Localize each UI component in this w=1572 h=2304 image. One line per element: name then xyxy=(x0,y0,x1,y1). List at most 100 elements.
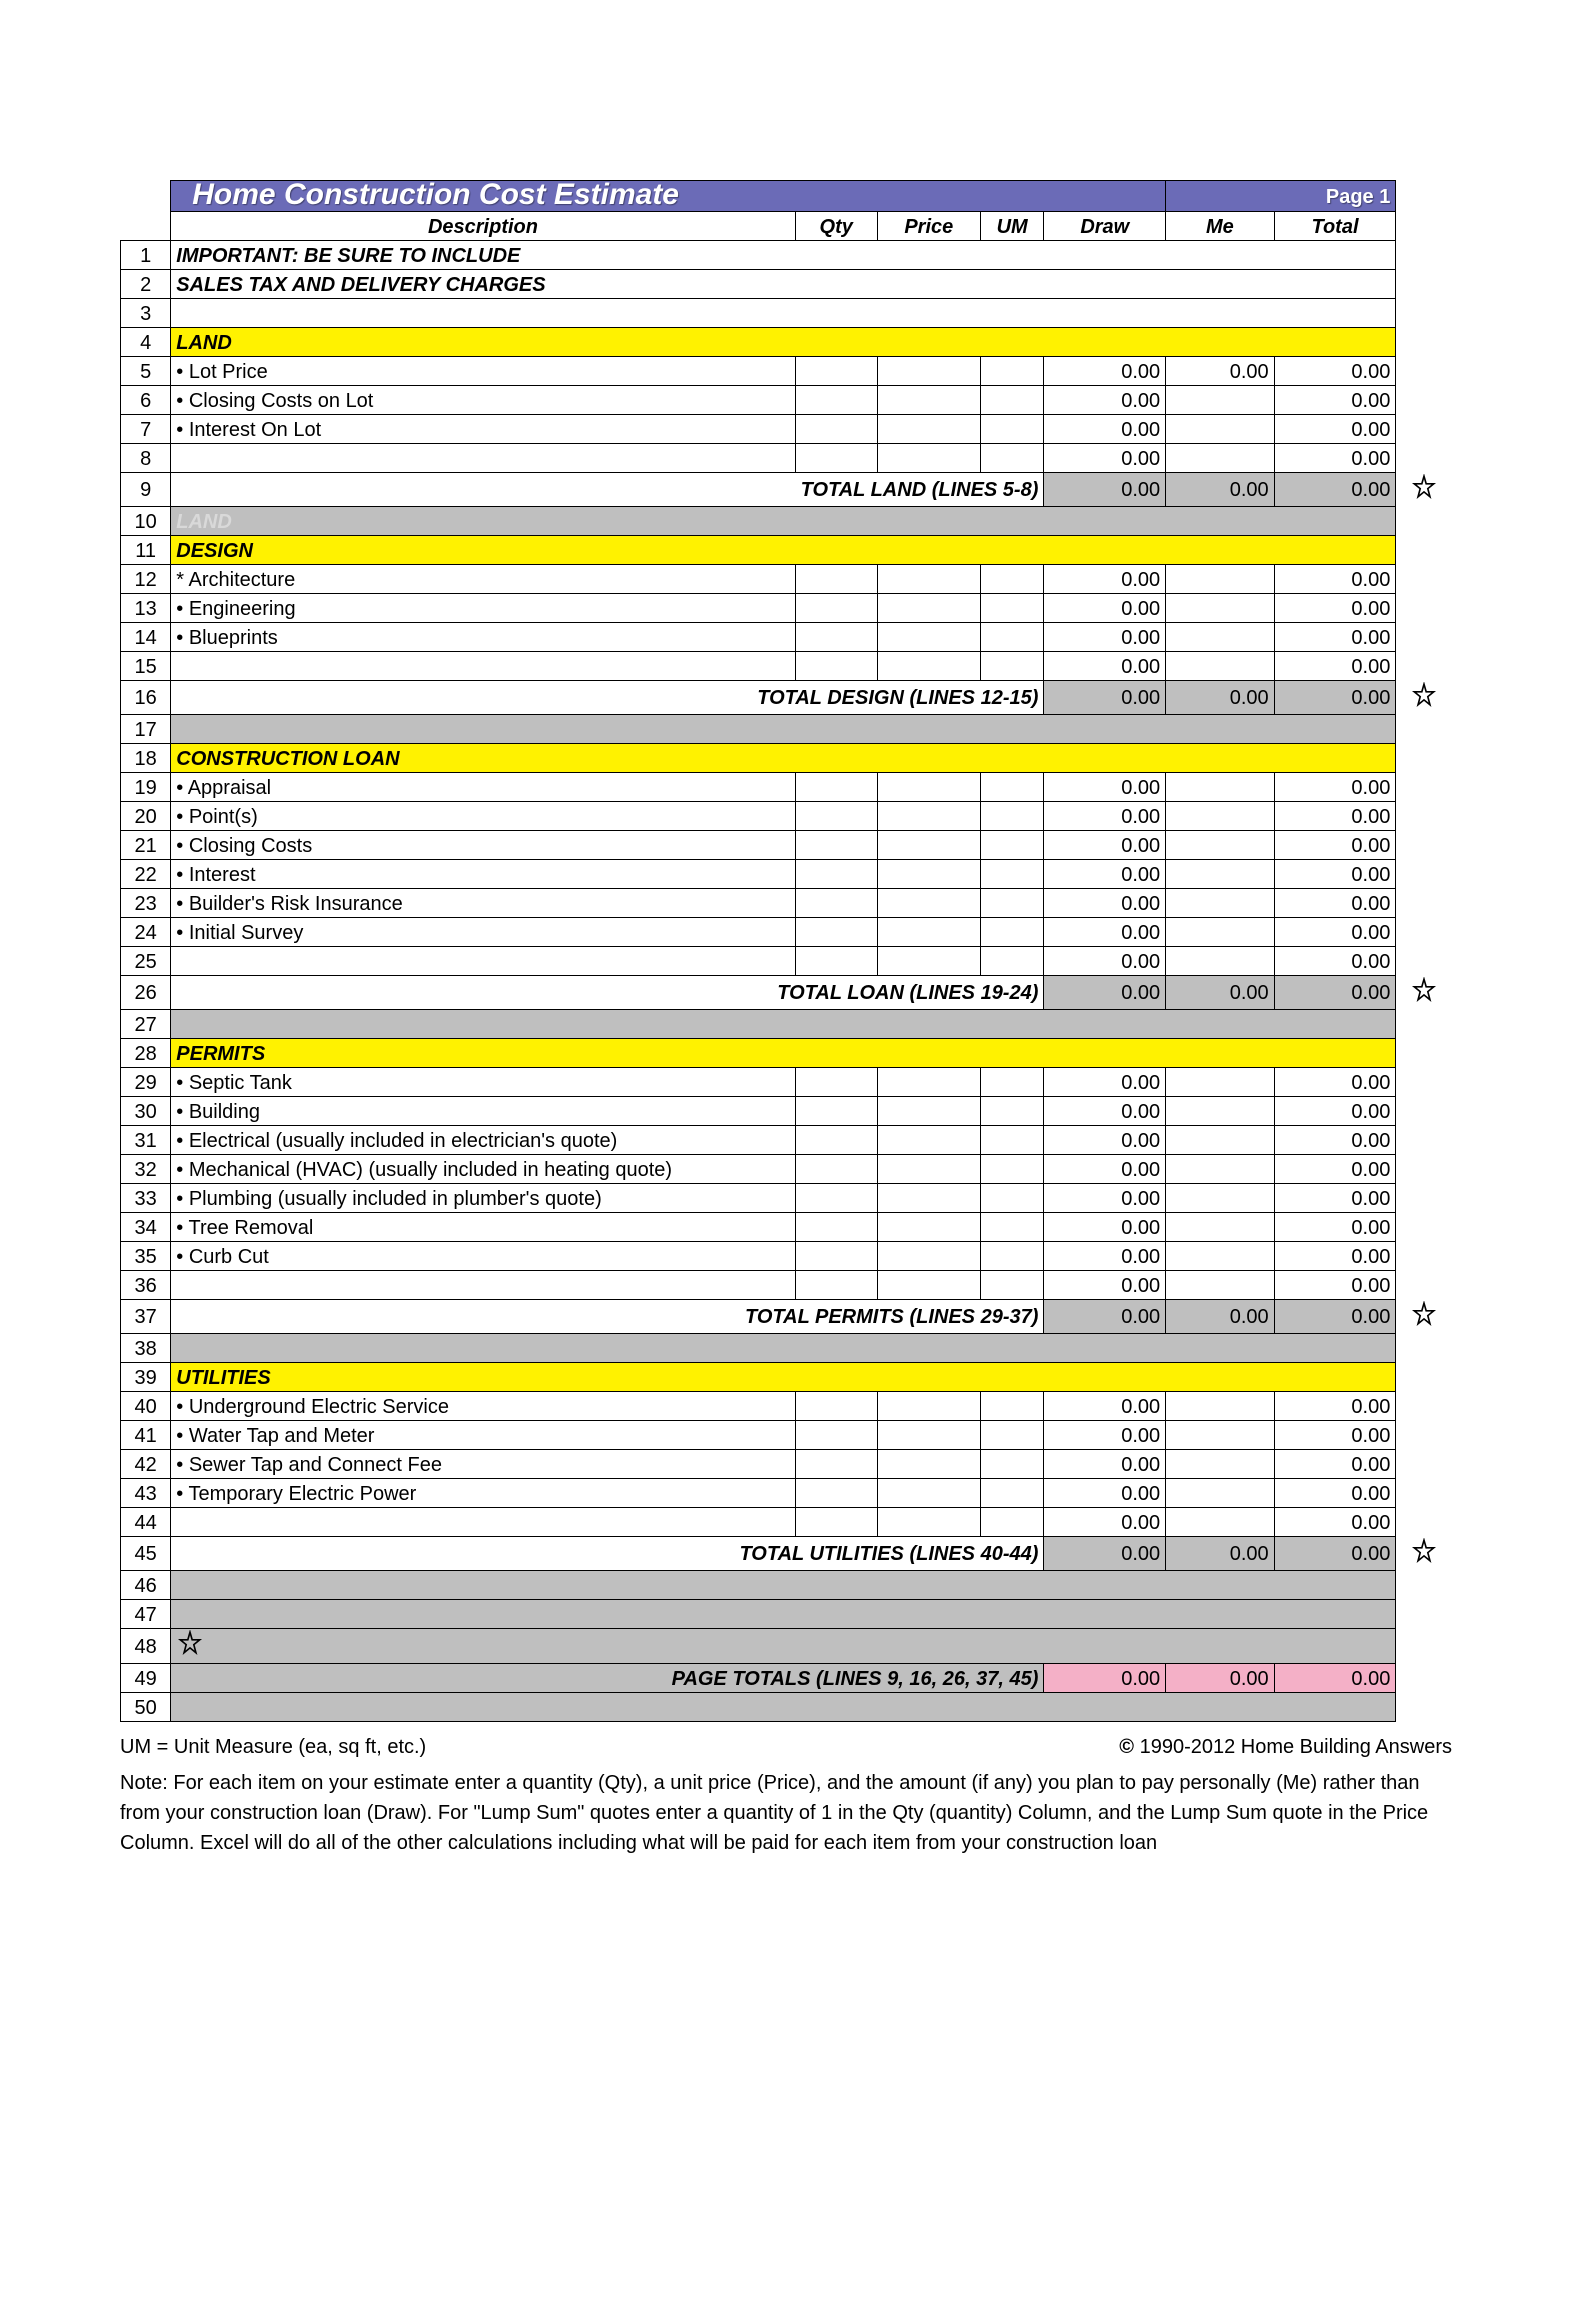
cell-draw[interactable]: 0.00 xyxy=(1044,773,1166,802)
cell-me[interactable] xyxy=(1166,652,1274,681)
item-desc[interactable]: • Point(s) xyxy=(171,802,795,831)
item-desc[interactable]: • Temporary Electric Power xyxy=(171,1479,795,1508)
cell-price[interactable] xyxy=(877,1421,980,1450)
item-desc[interactable] xyxy=(171,1271,795,1300)
cell-me[interactable] xyxy=(1166,1508,1274,1537)
cell-me[interactable] xyxy=(1166,444,1274,473)
cell-qty[interactable] xyxy=(795,802,877,831)
item-desc[interactable] xyxy=(171,652,795,681)
cell-draw[interactable]: 0.00 xyxy=(1044,1126,1166,1155)
cell-um[interactable] xyxy=(980,802,1044,831)
cell-price[interactable] xyxy=(877,386,980,415)
cell-price[interactable] xyxy=(877,623,980,652)
cell-me[interactable] xyxy=(1166,860,1274,889)
cell-me[interactable] xyxy=(1166,1392,1274,1421)
item-desc[interactable]: • Sewer Tap and Connect Fee xyxy=(171,1450,795,1479)
item-desc[interactable]: • Lot Price xyxy=(171,357,795,386)
cell-qty[interactable] xyxy=(795,623,877,652)
cell-um[interactable] xyxy=(980,1097,1044,1126)
cell-um[interactable] xyxy=(980,1392,1044,1421)
cell-me[interactable] xyxy=(1166,1126,1274,1155)
cell-um[interactable] xyxy=(980,623,1044,652)
item-desc[interactable]: • Curb Cut xyxy=(171,1242,795,1271)
cell-qty[interactable] xyxy=(795,860,877,889)
cell-me[interactable] xyxy=(1166,1271,1274,1300)
item-desc[interactable]: • Closing Costs on Lot xyxy=(171,386,795,415)
item-desc[interactable]: • Appraisal xyxy=(171,773,795,802)
cell-price[interactable] xyxy=(877,1508,980,1537)
cell-price[interactable] xyxy=(877,1155,980,1184)
cell-um[interactable] xyxy=(980,831,1044,860)
cell-draw[interactable]: 0.00 xyxy=(1044,1213,1166,1242)
cell-price[interactable] xyxy=(877,1242,980,1271)
cell-um[interactable] xyxy=(980,918,1044,947)
cell-price[interactable] xyxy=(877,947,980,976)
cell-qty[interactable] xyxy=(795,1184,877,1213)
cell-qty[interactable] xyxy=(795,918,877,947)
cell-draw[interactable]: 0.00 xyxy=(1044,1097,1166,1126)
cell-price[interactable] xyxy=(877,1271,980,1300)
item-desc[interactable]: • Engineering xyxy=(171,594,795,623)
cell-me[interactable] xyxy=(1166,1213,1274,1242)
cell-me[interactable] xyxy=(1166,1450,1274,1479)
cell-me[interactable] xyxy=(1166,1479,1274,1508)
cell-draw[interactable]: 0.00 xyxy=(1044,444,1166,473)
cell-draw[interactable]: 0.00 xyxy=(1044,386,1166,415)
cell-me[interactable]: 0.00 xyxy=(1166,357,1274,386)
item-desc[interactable]: • Blueprints xyxy=(171,623,795,652)
cell-um[interactable] xyxy=(980,1421,1044,1450)
cell-um[interactable] xyxy=(980,594,1044,623)
cell-me[interactable] xyxy=(1166,947,1274,976)
cell-price[interactable] xyxy=(877,831,980,860)
cell-qty[interactable] xyxy=(795,594,877,623)
cell-price[interactable] xyxy=(877,357,980,386)
cell-draw[interactable]: 0.00 xyxy=(1044,1155,1166,1184)
cell-me[interactable] xyxy=(1166,623,1274,652)
cell-qty[interactable] xyxy=(795,444,877,473)
cell-um[interactable] xyxy=(980,652,1044,681)
cell-um[interactable] xyxy=(980,1126,1044,1155)
cell-draw[interactable]: 0.00 xyxy=(1044,802,1166,831)
cell-qty[interactable] xyxy=(795,773,877,802)
cell-qty[interactable] xyxy=(795,415,877,444)
item-desc[interactable] xyxy=(171,1508,795,1537)
cell-qty[interactable] xyxy=(795,1421,877,1450)
cell-qty[interactable] xyxy=(795,1126,877,1155)
cell-price[interactable] xyxy=(877,444,980,473)
cell-price[interactable] xyxy=(877,1392,980,1421)
cell-draw[interactable]: 0.00 xyxy=(1044,357,1166,386)
item-desc[interactable]: • Mechanical (HVAC) (usually included in… xyxy=(171,1155,795,1184)
cell-um[interactable] xyxy=(980,947,1044,976)
item-desc[interactable]: • Initial Survey xyxy=(171,918,795,947)
item-desc[interactable]: • Interest xyxy=(171,860,795,889)
cell-me[interactable] xyxy=(1166,1155,1274,1184)
cell-price[interactable] xyxy=(877,415,980,444)
cell-price[interactable] xyxy=(877,1479,980,1508)
cell-me[interactable] xyxy=(1166,831,1274,860)
cell-um[interactable] xyxy=(980,565,1044,594)
cell-draw[interactable]: 0.00 xyxy=(1044,1450,1166,1479)
cell-price[interactable] xyxy=(877,1184,980,1213)
cell-um[interactable] xyxy=(980,444,1044,473)
cell-price[interactable] xyxy=(877,1068,980,1097)
cell-um[interactable] xyxy=(980,357,1044,386)
item-desc[interactable] xyxy=(171,444,795,473)
cell-qty[interactable] xyxy=(795,565,877,594)
cell-price[interactable] xyxy=(877,1126,980,1155)
cell-qty[interactable] xyxy=(795,1508,877,1537)
cell-price[interactable] xyxy=(877,565,980,594)
cell-qty[interactable] xyxy=(795,1392,877,1421)
cell-um[interactable] xyxy=(980,1508,1044,1537)
cell-me[interactable] xyxy=(1166,1097,1274,1126)
item-desc[interactable]: • Building xyxy=(171,1097,795,1126)
item-desc[interactable]: • Underground Electric Service xyxy=(171,1392,795,1421)
item-desc[interactable]: • Builder's Risk Insurance xyxy=(171,889,795,918)
cell-qty[interactable] xyxy=(795,386,877,415)
item-desc[interactable]: • Septic Tank xyxy=(171,1068,795,1097)
cell-me[interactable] xyxy=(1166,565,1274,594)
cell-me[interactable] xyxy=(1166,386,1274,415)
cell-draw[interactable]: 0.00 xyxy=(1044,594,1166,623)
cell-qty[interactable] xyxy=(795,1271,877,1300)
cell-draw[interactable]: 0.00 xyxy=(1044,652,1166,681)
cell-draw[interactable]: 0.00 xyxy=(1044,565,1166,594)
